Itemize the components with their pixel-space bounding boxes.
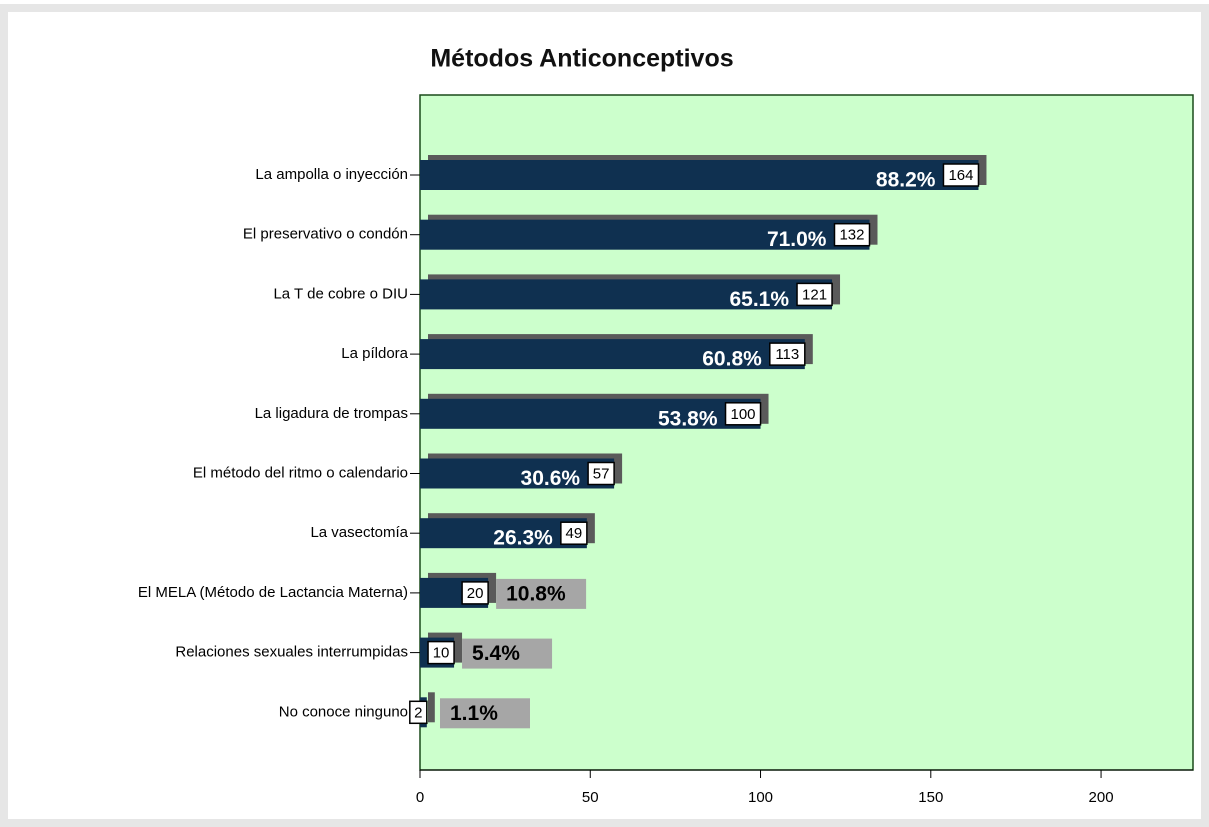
percent-label: 71.0% [767,228,827,251]
count-label: 164 [948,167,973,184]
count-label-box [560,521,588,545]
count-label-box [769,342,806,366]
frame [0,4,1209,827]
bar [420,398,761,429]
count-label-box [796,282,833,307]
count-label: 49 [566,525,583,542]
count-label-box [833,222,871,247]
y-tick-label: No conoce ninguno [279,703,408,720]
count-label: 132 [839,227,864,244]
percent-label: 5.4% [472,642,520,665]
count-label: 121 [802,286,827,303]
percent-label-box [496,578,587,609]
bar [420,518,587,549]
y-tick-label: Relaciones sexuales interrumpidas [175,644,408,661]
count-label-box [724,402,762,426]
count-label-box [587,461,615,486]
x-tick-label: 50 [582,789,599,806]
y-tick-label: La píldora [341,345,408,362]
bar [420,219,870,250]
percent-label: 10.8% [506,582,566,605]
y-tick-label: El método del ritmo o calendario [193,464,408,481]
count-label-box [461,581,489,605]
y-tick-label: El preservativo o condón [243,226,408,243]
y-tick-label: El MELA (Método de Lactancia Materna) [138,584,408,601]
count-label: 20 [467,585,484,602]
y-tick-label: La ampolla o inyección [255,166,408,183]
percent-label: 30.6% [521,467,581,490]
y-tick-label: La vasectomía [310,524,408,541]
count-label: 57 [593,465,610,482]
y-tick-label: La T de cobre o DIU [273,285,408,302]
bar [420,458,615,489]
percent-label: 1.1% [450,702,498,725]
bar [420,279,833,310]
x-tick-label: 150 [918,789,943,806]
count-label: 2 [414,704,422,721]
bar [420,339,805,370]
percent-label-box [462,638,553,669]
percent-label: 60.8% [702,348,762,371]
x-tick-label: 100 [748,789,773,806]
chart-title: Métodos Anticonceptivos [430,45,733,73]
percent-label: 65.1% [729,288,789,311]
percent-label: 26.3% [493,527,553,550]
plot-area [419,94,1194,771]
percent-label-box [440,698,530,729]
percent-label: 53.8% [658,407,718,430]
x-tick-label: 200 [1089,789,1114,806]
count-label: 10 [433,645,450,662]
y-tick-label: La ligadura de trompas [255,405,408,422]
bar [420,160,979,190]
percent-label: 88.2% [876,169,936,192]
x-tick-label: 0 [416,789,424,806]
count-label: 113 [775,346,799,363]
count-label-box [409,700,428,725]
bar-shadow [428,692,435,723]
count-label-box [427,640,455,665]
count-label-box [942,163,980,187]
count-label: 100 [731,406,756,423]
